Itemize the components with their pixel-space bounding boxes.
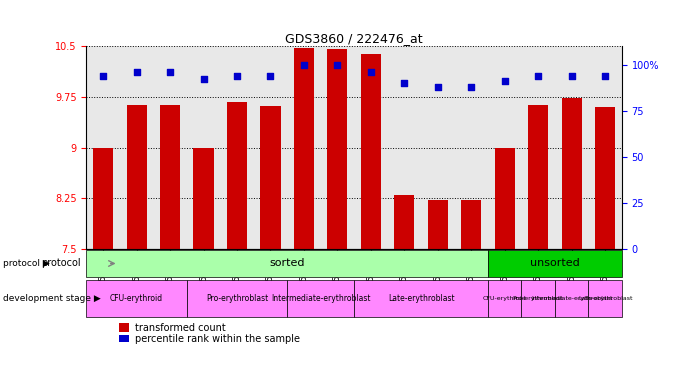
FancyBboxPatch shape bbox=[354, 280, 488, 316]
Bar bbox=[227, 102, 247, 249]
Point bbox=[299, 61, 310, 68]
Text: development stage ▶: development stage ▶ bbox=[3, 294, 101, 303]
FancyBboxPatch shape bbox=[589, 280, 622, 316]
Text: percentile rank within the sample: percentile rank within the sample bbox=[135, 334, 300, 344]
Bar bbox=[461, 200, 482, 249]
Point bbox=[566, 73, 577, 79]
Bar bbox=[395, 195, 415, 249]
Bar bbox=[118, 335, 129, 344]
Bar bbox=[126, 105, 146, 249]
Point bbox=[399, 80, 410, 86]
Bar bbox=[562, 98, 582, 249]
Point bbox=[600, 73, 611, 79]
Bar bbox=[160, 105, 180, 249]
FancyBboxPatch shape bbox=[555, 280, 589, 316]
Bar bbox=[495, 147, 515, 249]
Point bbox=[231, 73, 243, 79]
Bar bbox=[294, 48, 314, 249]
Point bbox=[533, 73, 544, 79]
Bar bbox=[361, 54, 381, 249]
Bar bbox=[428, 200, 448, 249]
Text: Intermediate-erythroblast: Intermediate-erythroblast bbox=[271, 294, 370, 303]
Point bbox=[97, 73, 108, 79]
Point bbox=[366, 69, 377, 75]
Title: GDS3860 / 222476_at: GDS3860 / 222476_at bbox=[285, 32, 423, 45]
Text: CFU-erythroid: CFU-erythroid bbox=[110, 294, 163, 303]
Bar bbox=[193, 148, 214, 249]
Bar bbox=[93, 148, 113, 249]
Text: protocol ▶: protocol ▶ bbox=[3, 259, 50, 268]
FancyBboxPatch shape bbox=[86, 250, 488, 276]
FancyBboxPatch shape bbox=[522, 280, 555, 316]
Bar bbox=[261, 106, 281, 249]
Text: Late-erythroblast: Late-erythroblast bbox=[578, 296, 632, 301]
Point bbox=[265, 73, 276, 79]
FancyBboxPatch shape bbox=[488, 280, 522, 316]
Text: protocol: protocol bbox=[41, 258, 81, 268]
Point bbox=[499, 78, 510, 84]
Text: sorted: sorted bbox=[269, 258, 305, 268]
Text: Pro-erythroblast: Pro-erythroblast bbox=[206, 294, 268, 303]
FancyBboxPatch shape bbox=[287, 280, 354, 316]
FancyBboxPatch shape bbox=[86, 280, 187, 316]
FancyBboxPatch shape bbox=[488, 250, 622, 276]
Text: unsorted: unsorted bbox=[530, 258, 580, 268]
Text: transformed count: transformed count bbox=[135, 323, 225, 333]
Bar bbox=[595, 107, 615, 249]
Bar bbox=[328, 49, 348, 249]
Text: CFU-erythroid: CFU-erythroid bbox=[483, 296, 527, 301]
Text: Late-erythroblast: Late-erythroblast bbox=[388, 294, 455, 303]
Bar bbox=[118, 323, 129, 333]
Text: Intermediate-erythroblast: Intermediate-erythroblast bbox=[531, 296, 612, 301]
FancyBboxPatch shape bbox=[187, 280, 287, 316]
Point bbox=[433, 84, 444, 90]
Point bbox=[164, 69, 176, 75]
Point bbox=[131, 69, 142, 75]
Point bbox=[332, 61, 343, 68]
Point bbox=[466, 84, 477, 90]
Point bbox=[198, 76, 209, 82]
Text: Pro-erythroblast: Pro-erythroblast bbox=[513, 296, 564, 301]
Bar bbox=[528, 105, 548, 249]
